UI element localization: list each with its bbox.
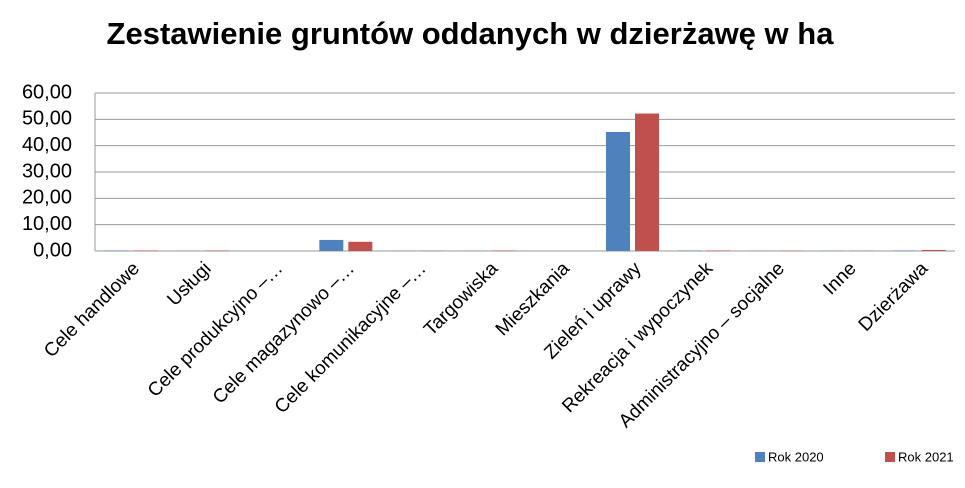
y-tick-label: 0,00 [33,239,72,261]
bar [319,239,344,251]
y-tick-label: 60,00 [22,81,72,103]
y-tick-label: 40,00 [22,134,72,156]
bar [606,131,630,251]
x-tick-label: Cele magazynowo –… [209,258,359,408]
x-tick-label: Cele produkcyjno –… [144,258,287,401]
bar [348,241,373,251]
x-tick-label: Cele komunikacyjne –… [271,258,431,418]
bar [205,250,229,251]
y-tick-label: 30,00 [22,160,72,182]
x-tick-label: Cele handlowe [40,258,144,362]
bar [133,250,158,251]
bar [892,250,917,251]
legend-swatch [885,452,895,462]
x-tick-label: Dzierżawa [855,258,933,336]
legend-label: Rok 2021 [898,449,954,464]
legend-swatch [755,452,765,462]
bar [635,113,659,251]
y-tick-label: 10,00 [22,213,72,235]
bar [921,249,946,251]
bar [677,250,702,251]
x-tick-label: Targowiska [420,258,502,340]
x-tick-label: Usługi [163,258,215,310]
y-tick-label: 50,00 [22,108,72,130]
bar [104,250,129,251]
chart-title: Zestawienie gruntów oddanych w dzierżawę… [107,16,835,51]
bar [706,250,731,251]
y-tick-label: 20,00 [22,187,72,209]
legend-label: Rok 2020 [768,449,824,464]
x-tick-label: Inne [820,258,861,299]
bar [491,250,516,251]
